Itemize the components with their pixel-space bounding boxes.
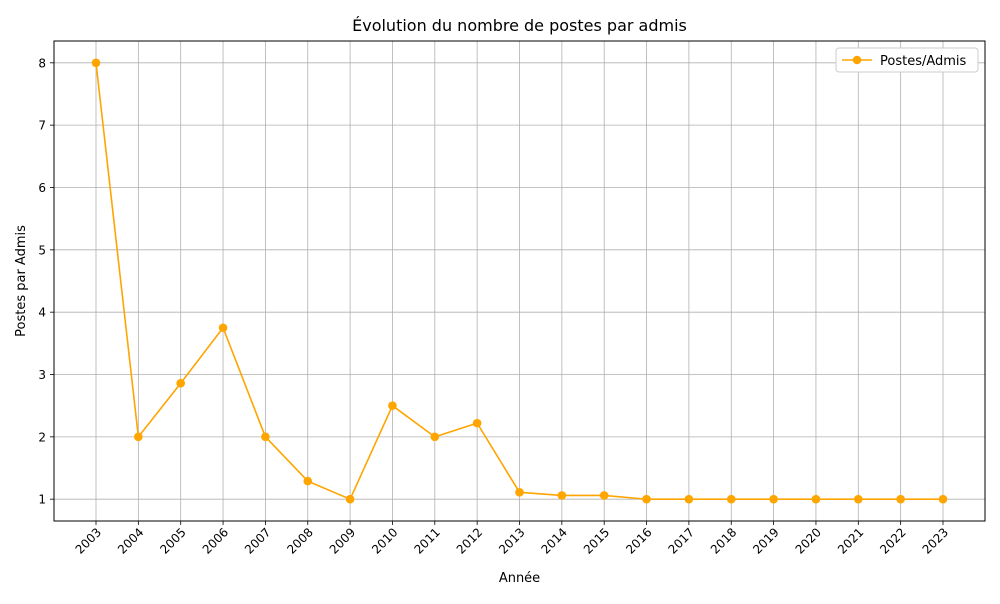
x-tick-label: 2022 [877,525,908,556]
y-tick-label: 4 [38,306,46,320]
x-tick-label: 2019 [750,525,781,556]
data-point [472,418,482,428]
data-point [303,476,313,486]
data-point [430,432,440,442]
y-tick-label: 1 [38,493,46,507]
legend-label: Postes/Admis [880,54,967,69]
x-tick-label: 2018 [708,525,739,556]
data-point [599,491,609,500]
legend-box [835,47,979,73]
y-axis-label: Postes par Admis [14,225,29,337]
grid-layer [54,41,985,521]
data-point [218,323,228,333]
series-layer [91,58,948,504]
y-tick-label: 8 [38,56,46,70]
y-tick-label: 5 [38,243,46,257]
data-point [938,494,948,504]
x-tick-label: 2012 [454,525,485,556]
data-point [176,378,185,388]
data-point [726,494,736,504]
data-point [345,494,355,504]
data-point [134,432,143,442]
x-tick-label: 2023 [920,525,951,556]
x-tick-label: 2006 [200,525,231,556]
x-tick-label: 2008 [284,525,315,556]
data-point [896,494,905,504]
x-tick-label: 2014 [538,525,569,556]
ticks-layer: 2003 2004 2005 2006 2007 2008 2009 2010 2011 2012… [38,56,951,556]
x-tick-label: 2010 [369,525,400,556]
x-tick-label: 2005 [157,525,188,556]
plot-area-frame [53,40,986,522]
x-tick-label: 2003 [73,525,104,556]
data-point [91,58,101,68]
chart-title: Évolution du nombre de postes par admis [352,16,687,35]
x-tick-label: 2004 [115,525,146,556]
data-point [811,494,821,504]
x-axis-label: Année [499,571,540,586]
data-point [557,491,567,500]
data-point [854,494,863,504]
legend: Postes/Admis [835,47,979,73]
y-tick-label: 3 [38,368,46,382]
data-point [642,494,651,504]
x-tick-label: 2011 [411,525,442,556]
data-point [388,401,397,410]
data-point [769,494,778,504]
data-point [515,488,524,497]
y-tick-label: 2 [38,430,46,444]
x-tick-label: 2015 [581,525,612,556]
y-tick-label: 6 [38,181,46,195]
x-tick-label: 2020 [793,525,824,556]
x-tick-label: 2016 [623,525,654,556]
data-point [684,494,694,504]
x-tick-label: 2007 [242,525,273,556]
x-tick-label: 2017 [666,525,697,556]
y-tick-label: 7 [38,119,46,133]
x-tick-label: 2009 [327,525,358,556]
x-tick-label: 2021 [835,525,866,556]
x-tick-label: 2013 [496,525,527,556]
legend-marker-swatch [852,55,862,65]
data-point [261,432,270,442]
